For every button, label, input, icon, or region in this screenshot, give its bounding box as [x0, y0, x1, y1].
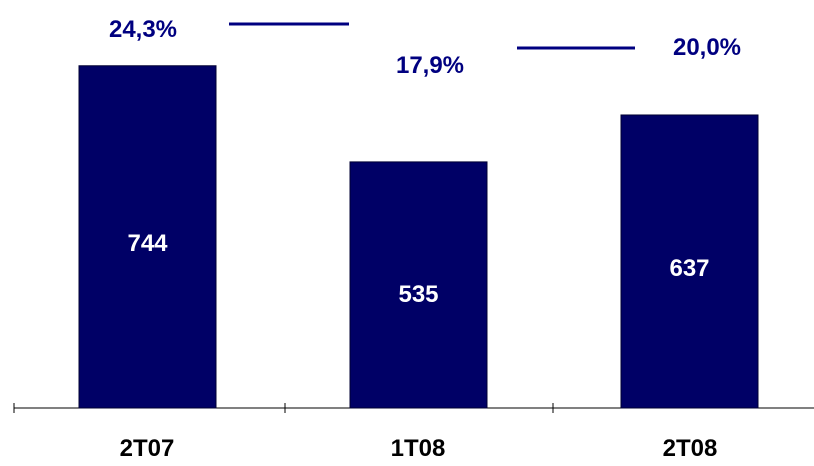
bar-value-label: 744	[127, 230, 168, 257]
labels: 744 2T07 535 1T08 637 2T08 24,3% 17,9% 20,0%	[109, 16, 741, 462]
bar-2t07	[78, 65, 217, 409]
category-label: 2T08	[663, 435, 718, 462]
bar-value-label: 535	[398, 281, 438, 308]
percent-label: 24,3%	[109, 16, 177, 43]
bar-value-label: 637	[669, 255, 709, 282]
bars	[78, 65, 759, 409]
category-label: 2T07	[120, 435, 175, 462]
category-label: 1T08	[391, 435, 446, 462]
bar-1t08	[349, 161, 488, 409]
percent-connectors	[229, 22, 635, 50]
percent-label: 17,9%	[396, 52, 464, 79]
percent-label: 20,0%	[673, 34, 741, 61]
bar-2t08	[620, 114, 759, 409]
